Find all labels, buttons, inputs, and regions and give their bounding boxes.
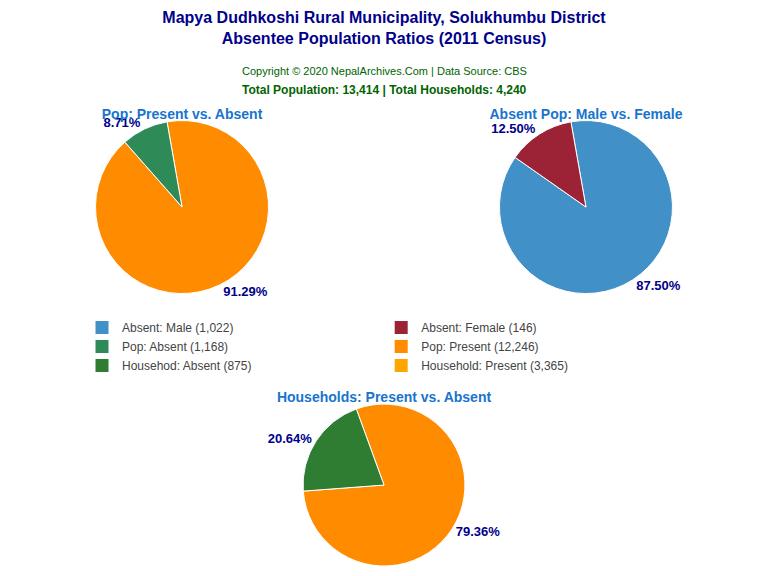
svg-text:8.71%: 8.71% [103, 115, 140, 130]
svg-text:20.64%: 20.64% [268, 431, 313, 446]
svg-text:87.50%: 87.50% [636, 278, 681, 293]
svg-text:Pop: Present vs. Absent: Pop: Present vs. Absent [102, 106, 263, 122]
svg-text:Copyright © 2020 NepalArchives: Copyright © 2020 NepalArchives.Com | Dat… [242, 65, 527, 77]
svg-text:Mapya Dudhkoshi Rural Municipa: Mapya Dudhkoshi Rural Municipality, Solu… [162, 9, 606, 47]
svg-text:Absent: Male (1,022): Absent: Male (1,022) [122, 321, 233, 335]
svg-text:Absent: Female (146): Absent: Female (146) [421, 321, 536, 335]
svg-text:Pop: Absent (1,168): Pop: Absent (1,168) [122, 340, 228, 354]
svg-text:Household: Present (3,365): Household: Present (3,365) [421, 359, 568, 373]
svg-text:Househod: Absent (875): Househod: Absent (875) [122, 359, 251, 373]
svg-text:Total Population: 13,414 | Tot: Total Population: 13,414 | Total Househo… [242, 83, 527, 97]
svg-text:12.50%: 12.50% [491, 121, 536, 136]
svg-text:Households: Present vs. Absent: Households: Present vs. Absent [277, 389, 492, 405]
svg-text:91.29%: 91.29% [223, 284, 268, 299]
svg-text:Pop: Present (12,246): Pop: Present (12,246) [421, 340, 538, 354]
svg-text:Absent Pop: Male vs. Female: Absent Pop: Male vs. Female [489, 106, 682, 122]
svg-text:79.36%: 79.36% [456, 524, 501, 539]
